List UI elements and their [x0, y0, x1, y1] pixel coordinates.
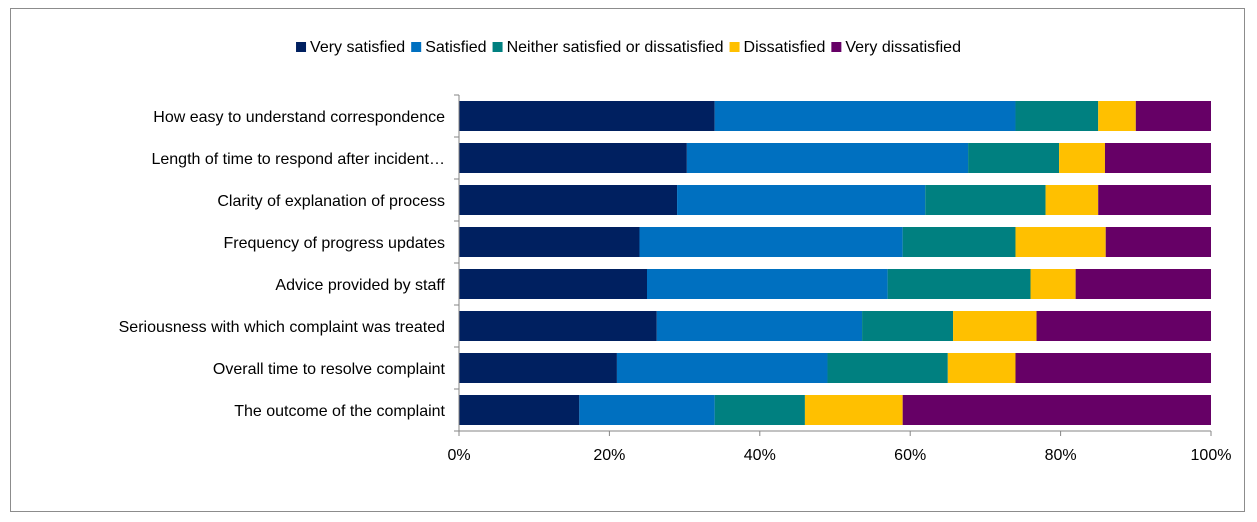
bar-segment — [1059, 143, 1105, 173]
bar-segment — [1098, 101, 1136, 131]
legend-label: Dissatisfied — [744, 39, 826, 56]
category-label: Advice provided by staff — [275, 277, 445, 294]
bar-segment — [459, 353, 617, 383]
bar-segment — [1015, 353, 1211, 383]
x-tick-label: 80% — [1045, 447, 1077, 464]
bar-segment — [1015, 227, 1106, 257]
legend-item: Dissatisfied — [729, 39, 826, 56]
legend: Very satisfied Satisfied Neither satisfied… — [296, 39, 961, 56]
chart-frame: Very satisfied Satisfied Neither satisfied… — [10, 8, 1245, 512]
bar-segment — [902, 395, 1211, 425]
bars-group — [459, 101, 1211, 425]
category-labels: How easy to understand correspondence Len… — [119, 109, 446, 420]
bar-segment — [862, 311, 954, 341]
bar-segment — [459, 101, 715, 131]
bar-segment — [947, 353, 1016, 383]
stacked-bar-chart: Very satisfied Satisfied Neither satisfied… — [119, 39, 1232, 464]
bar-segment — [1098, 185, 1211, 215]
legend-swatch — [411, 42, 422, 52]
bar-segment — [1030, 269, 1076, 299]
bar-segment — [968, 143, 1060, 173]
bar-segment — [579, 395, 715, 425]
bar-segment — [827, 353, 948, 383]
bar-segment — [1036, 311, 1211, 341]
legend-label: Satisfied — [425, 39, 486, 56]
bar-segment — [459, 269, 647, 299]
bar-segment — [1075, 269, 1211, 299]
bar-segment — [677, 185, 926, 215]
bar-segment — [459, 311, 657, 341]
x-tick-labels: 0% 20% 40% 60% 80% 100% — [447, 447, 1231, 464]
bar-segment — [639, 227, 903, 257]
bar-segment — [714, 101, 1016, 131]
bar-segment — [902, 227, 1016, 257]
legend-swatch — [729, 42, 740, 52]
legend-item: Neither satisfied or dissatisfied — [492, 39, 724, 56]
bar-segment — [459, 395, 580, 425]
category-label: How easy to understand correspondence — [153, 109, 445, 126]
axes-group — [454, 94, 1212, 436]
legend-label: Very satisfied — [310, 39, 405, 56]
bar-segment — [656, 311, 863, 341]
bar-segment — [647, 269, 888, 299]
bar-segment — [1045, 185, 1099, 215]
category-label: The outcome of the complaint — [234, 403, 445, 420]
bar-segment — [953, 311, 1037, 341]
legend-swatch — [831, 42, 842, 52]
bar-segment — [1104, 143, 1211, 173]
bar-segment — [714, 395, 805, 425]
bar-segment — [925, 185, 1046, 215]
legend-label: Very dissatisfied — [845, 39, 961, 56]
bar-segment — [686, 143, 969, 173]
category-label: Overall time to resolve complaint — [213, 361, 446, 378]
category-label: Frequency of progress updates — [224, 235, 445, 252]
bar-segment — [616, 353, 828, 383]
bar-segment — [459, 227, 640, 257]
legend-item: Very satisfied — [296, 39, 405, 56]
legend-swatch — [492, 42, 503, 52]
x-tick-label: 100% — [1191, 447, 1232, 464]
legend-item: Very dissatisfied — [831, 39, 961, 56]
bar-segment — [459, 143, 687, 173]
bar-segment — [1015, 101, 1099, 131]
legend-swatch — [296, 42, 307, 52]
bar-segment — [1135, 101, 1211, 131]
x-tick-label: 0% — [447, 447, 470, 464]
category-label: Clarity of explanation of process — [217, 193, 445, 210]
bar-segment — [1105, 227, 1211, 257]
bar-segment — [804, 395, 903, 425]
x-tick-label: 20% — [593, 447, 625, 464]
legend-item: Satisfied — [411, 39, 487, 56]
x-tick-label: 40% — [744, 447, 776, 464]
bar-segment — [887, 269, 1031, 299]
category-label: Seriousness with which complaint was tre… — [119, 319, 445, 336]
legend-label: Neither satisfied or dissatisfied — [507, 39, 724, 56]
x-tick-label: 60% — [894, 447, 926, 464]
category-label: Length of time to respond after incident… — [151, 151, 445, 168]
bar-segment — [459, 185, 678, 215]
